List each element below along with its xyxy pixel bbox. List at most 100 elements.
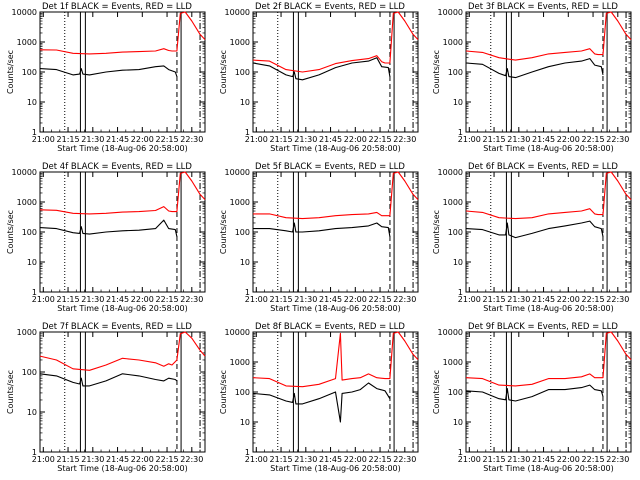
chart-panel-2: Det 2f BLACK = Events, RED = LLD 1 10 100 10… (219, 2, 419, 153)
x-tick-label: 22:00 (344, 135, 367, 144)
x-tick-label: 21:00 (32, 295, 55, 304)
x-tick-label: 21:30 (81, 455, 104, 464)
x-tick-label: 21:30 (81, 135, 104, 144)
plot-frame (39, 331, 206, 453)
x-tick-label: 22:00 (557, 135, 580, 144)
y-axis-label: Counts/sec (6, 50, 15, 94)
y-tick-label: 1 (245, 448, 250, 457)
y-axis-label: Counts/sec (6, 370, 15, 414)
chart-panel-4: Det 4f BLACK = Events, RED = LLD 1 10 100 10… (6, 162, 206, 313)
y-tick-label: 100 (448, 228, 463, 237)
x-axis-label: Start Time (18-Aug-06 20:58:00) (270, 304, 401, 313)
y-axis-label: Counts/sec (432, 210, 441, 254)
series-line-lld (465, 331, 632, 387)
chart-title: Det 1f BLACK = Events, RED = LLD (42, 2, 192, 12)
x-tick-label: 21:15 (270, 135, 293, 144)
x-tick-label: 21:30 (507, 455, 530, 464)
x-tick-label: 22:15 (369, 295, 392, 304)
chart-title: Det 3f BLACK = Events, RED = LLD (468, 2, 618, 12)
y-tick-label: 10 (240, 98, 250, 107)
y-tick-label: 1 (245, 288, 250, 297)
x-tick-label: 22:15 (582, 135, 605, 144)
series-line-lld (253, 171, 419, 220)
chart-panel-7: Det 7f BLACK = Events, RED = LLD 1 10 100 10… (6, 322, 206, 473)
y-tick-label: 1 (32, 288, 37, 297)
x-tick-label: 21:15 (57, 295, 80, 304)
x-tick-label: 21:15 (483, 455, 506, 464)
y-tick-label: 1000 (17, 328, 37, 337)
x-tick-label: 22:15 (369, 135, 392, 144)
y-tick-label: 1000 (443, 38, 463, 47)
x-axis-label: Start Time (18-Aug-06 20:58:00) (57, 144, 188, 153)
x-tick-label: 22:00 (131, 295, 154, 304)
x-tick-label: 21:45 (319, 455, 342, 464)
x-tick-label: 21:30 (294, 455, 317, 464)
x-tick-label: 21:30 (507, 135, 530, 144)
y-axis-label: Counts/sec (432, 50, 441, 94)
y-tick-label: 100 (22, 368, 37, 377)
x-tick-label: 22:15 (582, 295, 605, 304)
x-tick-label: 22:30 (180, 455, 203, 464)
x-tick-label: 22:00 (344, 295, 367, 304)
y-axis-label: Counts/sec (6, 210, 15, 254)
x-axis-label: Start Time (18-Aug-06 20:58:00) (57, 464, 188, 473)
x-tick-label: 22:00 (557, 455, 580, 464)
x-axis-label: Start Time (18-Aug-06 20:58:00) (483, 304, 614, 313)
y-tick-label: 1 (458, 128, 463, 137)
chart-panel-6: Det 6f BLACK = Events, RED = LLD 1 10 100 10… (432, 162, 632, 313)
series-line-lld (39, 11, 206, 55)
x-tick-label: 21:45 (319, 295, 342, 304)
x-tick-label: 22:30 (606, 295, 629, 304)
x-tick-label: 21:00 (458, 135, 481, 144)
x-axis-label: Start Time (18-Aug-06 20:58:00) (483, 464, 614, 473)
x-tick-label: 21:45 (532, 135, 555, 144)
x-tick-label: 21:00 (458, 295, 481, 304)
y-tick-label: 1000 (230, 198, 250, 207)
y-tick-label: 1000 (17, 198, 37, 207)
y-tick-label: 1000 (230, 358, 250, 367)
x-tick-label: 21:15 (483, 135, 506, 144)
x-tick-label: 21:45 (106, 455, 129, 464)
y-axis-label: Counts/sec (432, 370, 441, 414)
x-tick-label: 22:30 (393, 295, 416, 304)
series-line-lld (252, 11, 419, 73)
series-line-events (465, 58, 604, 79)
chart-panel-3: Det 3f BLACK = Events, RED = LLD 1 10 100 10… (432, 2, 632, 153)
x-tick-label: 21:30 (294, 295, 317, 304)
chart-panel-5: Det 5f BLACK = Events, RED = LLD 1 10 100 10… (219, 162, 419, 313)
y-tick-label: 1 (245, 128, 250, 137)
chart-panel-9: Det 9f BLACK = Events, RED = LLD 1 10 100 10… (432, 322, 632, 473)
y-axis-label: Counts/sec (219, 370, 228, 414)
x-tick-label: 22:15 (369, 455, 392, 464)
y-tick-label: 10000 (12, 8, 37, 17)
chart-title: Det 6f BLACK = Events, RED = LLD (468, 162, 618, 172)
y-axis-label: Counts/sec (219, 210, 228, 254)
y-tick-label: 10 (240, 418, 250, 427)
y-tick-label: 10000 (225, 8, 250, 17)
x-tick-label: 21:00 (458, 455, 481, 464)
x-tick-label: 21:00 (32, 455, 55, 464)
series-line-events (39, 373, 178, 387)
chart-title: Det 5f BLACK = Events, RED = LLD (255, 162, 405, 172)
y-tick-label: 1000 (230, 38, 250, 47)
x-axis-label: Start Time (18-Aug-06 20:58:00) (57, 304, 188, 313)
series-line-events (252, 382, 391, 423)
series-line-events (253, 222, 391, 237)
y-tick-label: 10000 (438, 8, 463, 17)
series-line-lld (465, 171, 632, 220)
x-axis-label: Start Time (18-Aug-06 20:58:00) (270, 464, 401, 473)
y-tick-label: 10000 (438, 168, 463, 177)
x-tick-label: 22:15 (156, 455, 179, 464)
chart-title: Det 9f BLACK = Events, RED = LLD (468, 322, 618, 332)
y-tick-label: 100 (448, 68, 463, 77)
x-tick-label: 21:45 (319, 135, 342, 144)
series-line-events (465, 220, 604, 239)
chart-title: Det 7f BLACK = Events, RED = LLD (42, 322, 192, 332)
y-tick-label: 100 (235, 228, 250, 237)
y-tick-label: 10000 (225, 168, 250, 177)
y-tick-label: 1 (32, 448, 37, 457)
series-line-lld (465, 11, 632, 61)
y-tick-label: 1000 (443, 358, 463, 367)
y-tick-label: 10000 (12, 168, 37, 177)
x-tick-label: 21:45 (106, 295, 129, 304)
